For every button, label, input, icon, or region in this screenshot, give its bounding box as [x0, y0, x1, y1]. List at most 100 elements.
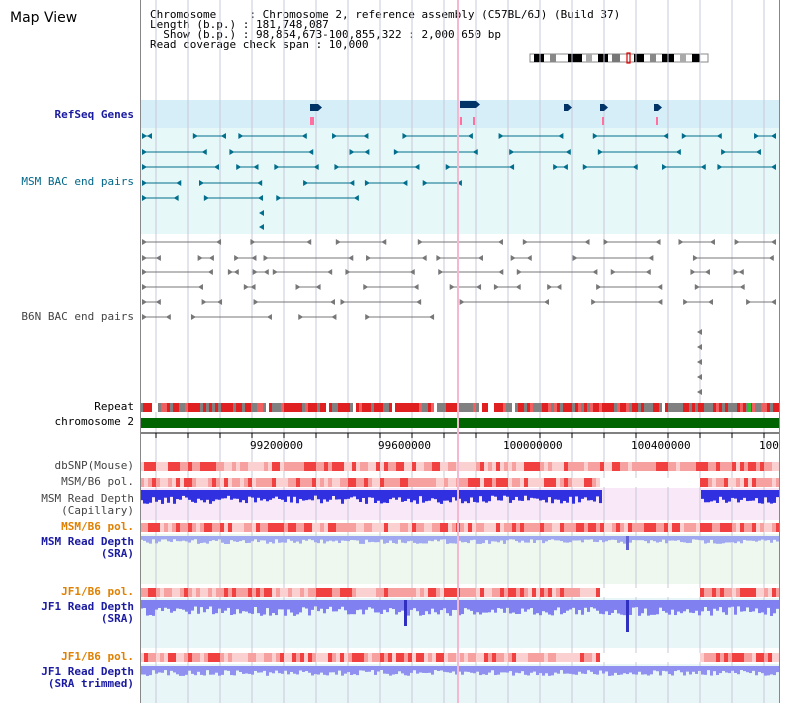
- heat-cell: [356, 462, 360, 471]
- track-label-msm-bac[interactable]: MSM BAC end pairs: [21, 175, 134, 188]
- heat-cell: [548, 523, 552, 532]
- depth-bar: [278, 490, 281, 499]
- heat-cell: [232, 523, 236, 532]
- polymorphism-heatmaps[interactable]: [140, 462, 780, 662]
- heat-cell: [516, 478, 520, 487]
- repeat-cell: [626, 403, 629, 412]
- heat-cell: [588, 478, 592, 487]
- repeat-cell: [188, 403, 191, 412]
- depth-bar: [749, 536, 752, 541]
- heat-cell: [144, 523, 148, 532]
- depth-bar: [512, 490, 515, 501]
- depth-bar: [728, 666, 731, 674]
- repeat-cell: [737, 403, 740, 412]
- heat-cell: [468, 588, 472, 597]
- b6n-bac-arrow: [697, 359, 702, 365]
- depth-bar: [614, 666, 617, 673]
- depth-bar: [575, 536, 578, 541]
- depth-bar: [284, 536, 287, 543]
- repeat-cell: [401, 403, 404, 412]
- repeat-cell: [185, 403, 188, 412]
- repeat-cell: [761, 403, 764, 412]
- depth-bar: [524, 536, 527, 543]
- heat-cell: [508, 462, 512, 471]
- heat-cell: [260, 653, 264, 662]
- heat-cell: [228, 588, 232, 597]
- heat-cell: [236, 653, 240, 662]
- refseq-features[interactable]: [310, 101, 662, 125]
- heat-cell: [536, 523, 540, 532]
- track-label-b6n-bac[interactable]: B6N BAC end pairs: [21, 310, 134, 323]
- track-label-msm-pol-2[interactable]: MSM/B6 pol.: [61, 520, 134, 533]
- repeat-cell: [683, 403, 686, 412]
- msm-bac-arrow: [393, 149, 399, 155]
- track-label-jf1-pol-1[interactable]: JF1/B6 pol.: [61, 585, 134, 598]
- heat-cell: [660, 462, 664, 471]
- depth-bar: [659, 536, 662, 542]
- depth-bar: [311, 490, 314, 501]
- depth-bar: [488, 490, 491, 502]
- chromosome-ideogram[interactable]: [528, 52, 712, 64]
- heat-cell: [640, 588, 644, 597]
- repeat-cell: [557, 403, 560, 412]
- depth-bar: [254, 490, 257, 503]
- track-label-jf1-pol-2[interactable]: JF1/B6 pol.: [61, 650, 134, 663]
- depth-bar: [767, 666, 770, 676]
- gene-feature: [564, 104, 568, 111]
- depth-bar: [233, 490, 236, 499]
- track-label-msm-depth-cap[interactable]: MSM Read Depth (Capillary): [41, 492, 134, 517]
- msm-bac-bg: [140, 128, 780, 234]
- depth-bar: [179, 536, 182, 542]
- track-label-refseq[interactable]: RefSeq Genes: [54, 108, 134, 121]
- track-label-dbsnp[interactable]: dbSNP(Mouse): [54, 459, 134, 472]
- depth-bar: [317, 666, 320, 675]
- track-label-msm-pol-1[interactable]: MSM/B6 pol.: [61, 475, 134, 488]
- heat-cell: [552, 478, 556, 487]
- track-label-jf1-depth-trim[interactable]: JF1 Read Depth (SRA trimmed): [41, 665, 134, 690]
- repeat-cell: [755, 403, 758, 412]
- repeat-cell: [458, 403, 461, 412]
- msm-bac-arrow: [498, 133, 504, 139]
- depth-bar: [350, 490, 353, 498]
- heat-cell: [248, 478, 252, 487]
- depth-bar: [512, 666, 515, 676]
- msm-bac-arrow: [353, 195, 359, 201]
- heat-cell: [168, 478, 172, 487]
- depth-bar: [404, 490, 407, 501]
- track-label-jf1-depth-sra[interactable]: JF1 Read Depth (SRA): [41, 600, 134, 625]
- genome-track-view[interactable]: 99200000 99600000 100000000 100400000 10…: [140, 0, 780, 715]
- heat-cell: [684, 588, 688, 597]
- heat-cell: [488, 588, 492, 597]
- track-label-msm-depth-sra[interactable]: MSM Read Depth (SRA): [41, 535, 134, 560]
- depth-bar: [329, 600, 332, 607]
- heat-cell: [236, 588, 240, 597]
- heat-cell: [712, 462, 716, 471]
- depth-bar: [461, 666, 464, 675]
- depth-bar: [368, 536, 371, 543]
- repeat-cell: [500, 403, 503, 412]
- b6n-bac-arrow: [190, 314, 196, 320]
- depth-bar: [482, 536, 485, 544]
- b6n-bac-arrow: [250, 284, 256, 290]
- msm-bac-features[interactable]: [142, 133, 776, 230]
- repeat-cell: [464, 403, 467, 412]
- depth-bar: [275, 490, 278, 497]
- heat-cell: [312, 523, 316, 532]
- depth-bar: [704, 600, 707, 608]
- heat-cell: [180, 462, 184, 471]
- depth-bar: [380, 536, 383, 540]
- depth-bar: [368, 666, 371, 672]
- depth-bar: [182, 600, 185, 610]
- heat-cell: [496, 478, 500, 487]
- depth-bar: [188, 600, 191, 615]
- b6n-bac-arrow: [413, 284, 419, 290]
- repeat-cell: [590, 403, 593, 412]
- depth-bar: [341, 536, 344, 541]
- heat-cell: [144, 478, 148, 487]
- heat-cell: [576, 462, 580, 471]
- b6n-bac-features[interactable]: [142, 239, 776, 395]
- depth-bar: [560, 490, 563, 504]
- read-depth-tracks[interactable]: [140, 490, 780, 676]
- axis-tick-label: 100400000: [631, 439, 691, 452]
- depth-bar: [347, 666, 350, 673]
